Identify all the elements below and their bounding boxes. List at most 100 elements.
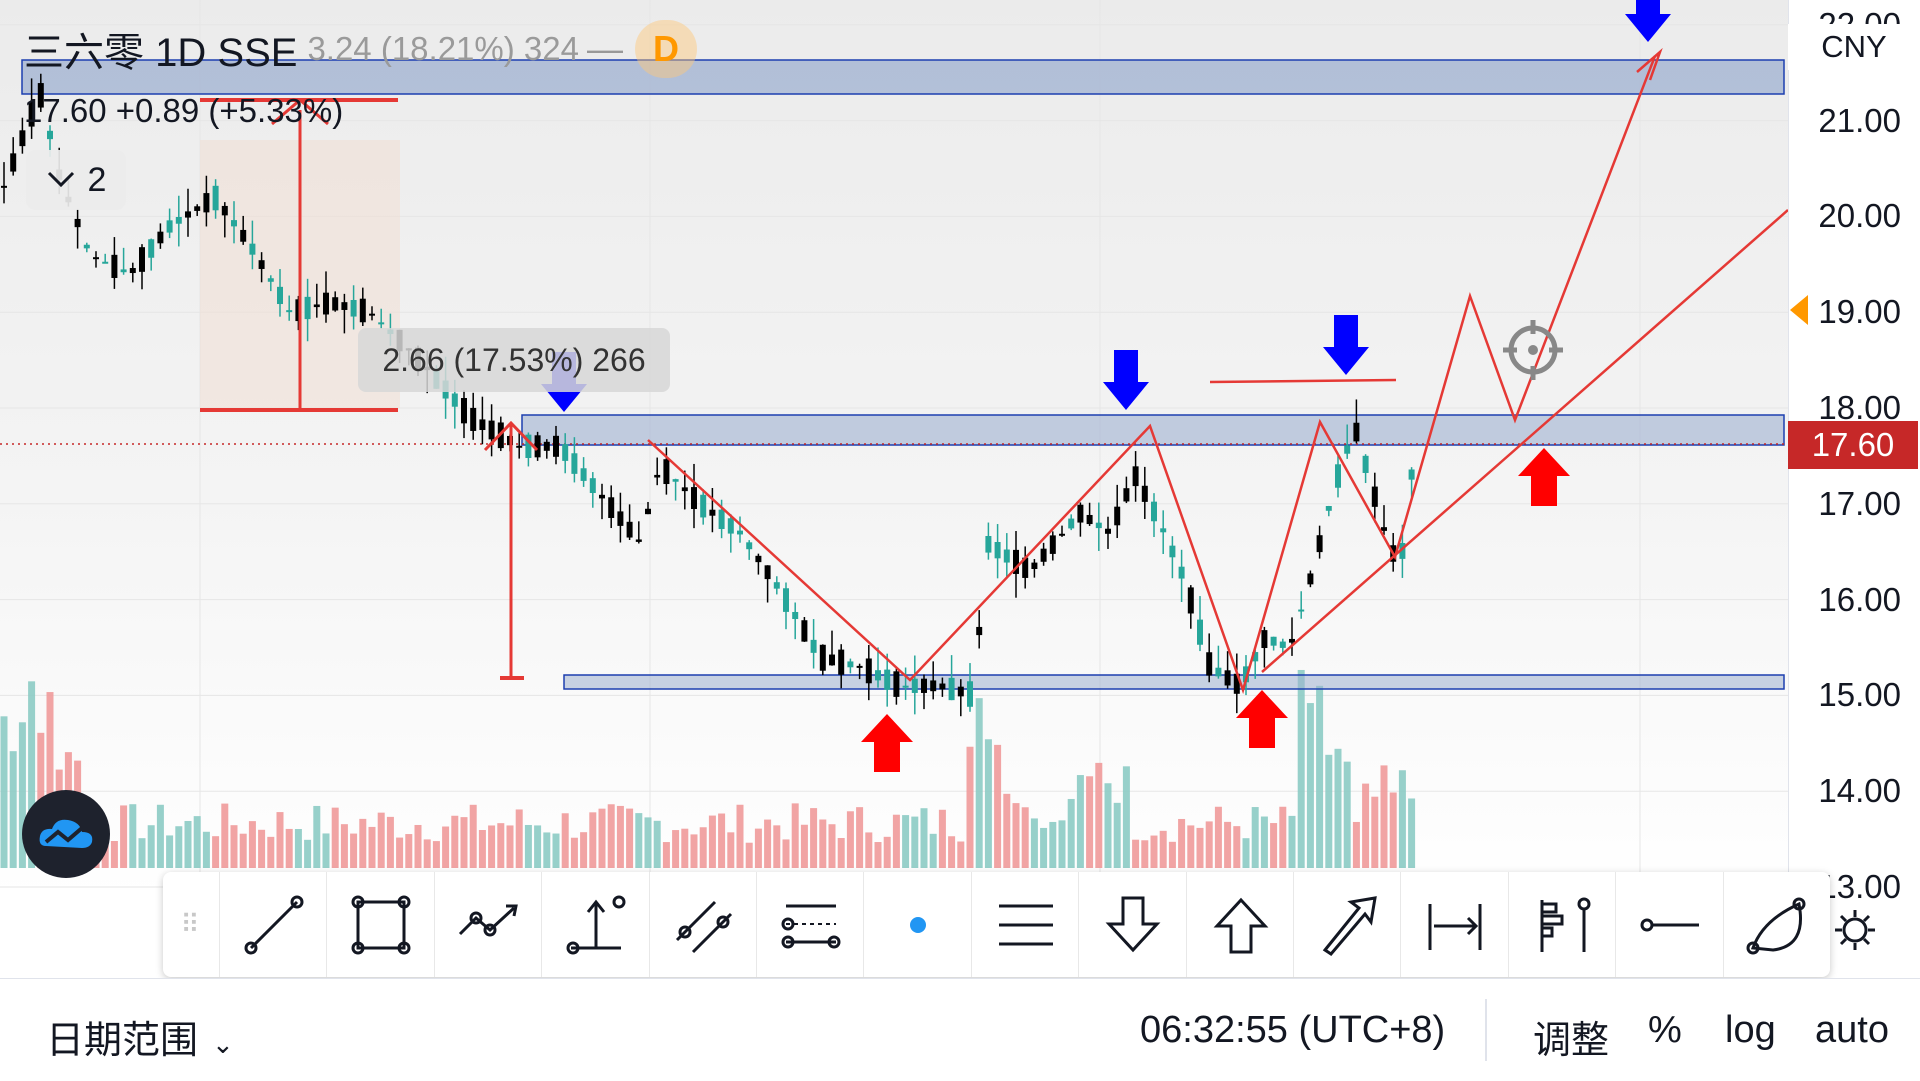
candle-body (976, 626, 983, 636)
data-status-badge[interactable]: D (634, 20, 697, 78)
currency-label[interactable]: CNY (1788, 24, 1920, 70)
candle (1003, 533, 1010, 577)
toolbar-drag-handle[interactable]: ⠿ (180, 909, 202, 939)
tradingview-logo-button[interactable] (22, 790, 110, 878)
volume-bar (1003, 793, 1011, 868)
volume-bar (552, 833, 560, 868)
candle (645, 501, 651, 515)
price-chart-canvas[interactable] (0, 0, 1788, 898)
chart-area[interactable]: 三六零 1D SSE 3.24 (18.21%) 324 — D 17.60 +… (0, 0, 1788, 898)
volume-bar (966, 746, 974, 868)
candle (792, 602, 799, 640)
volume-bar (1040, 827, 1048, 868)
candle-body (1105, 528, 1111, 534)
volume-bar (488, 825, 496, 868)
candle-body (258, 260, 265, 269)
clock[interactable]: 06:32:55 (UTC+8) (1140, 1009, 1446, 1051)
dot-tool[interactable] (863, 872, 972, 977)
candle (589, 472, 596, 508)
horizontal-lines-tool[interactable] (970, 872, 1080, 977)
settings-button[interactable] (1830, 905, 1880, 955)
candle (829, 630, 835, 666)
date-range-button[interactable]: 日期范围 ⌄ (46, 1009, 234, 1064)
arrow-down-tool[interactable] (1078, 872, 1187, 977)
candle-body (249, 243, 256, 255)
zigzag-path (647, 55, 1657, 695)
adjust-button[interactable]: 调整 (1533, 1020, 1610, 1062)
candle-body (28, 101, 35, 127)
log-scale-button[interactable]: log (1725, 1009, 1776, 1051)
candle (295, 295, 302, 331)
arrow-icon (1322, 895, 1377, 956)
candle-body (1022, 557, 1029, 578)
volume-bar (202, 831, 210, 868)
candle-body (865, 658, 872, 684)
volume-bar (718, 813, 726, 868)
candle (194, 204, 201, 216)
volume-bar (1306, 703, 1314, 868)
candle-body (1408, 469, 1415, 480)
candle-body (957, 686, 964, 697)
candle-body (810, 639, 817, 653)
date-range-label: 日期范围 (46, 1020, 199, 1062)
date-range-tool[interactable] (1400, 872, 1509, 977)
volume-bar (598, 808, 606, 868)
volume-bar (313, 805, 321, 868)
candle (313, 283, 320, 318)
fib-retracement-tool[interactable] (756, 872, 865, 977)
volume-bar (451, 815, 459, 868)
arrow-tool[interactable] (1293, 872, 1402, 977)
candle (1298, 591, 1305, 619)
candle (304, 278, 311, 342)
volume-bar (1224, 821, 1232, 868)
volume-bar (1270, 823, 1278, 868)
candle-body (1316, 535, 1323, 553)
candle-body (19, 130, 26, 147)
drawing-toolbar: ⠿ (163, 872, 1830, 977)
price-tick-label: 21.00 (1818, 101, 1901, 139)
candle-body (1197, 619, 1203, 645)
percent-scale-button[interactable]: % (1648, 1009, 1682, 1051)
support-resistance-zones (0, 59, 1788, 690)
candle (221, 202, 228, 238)
candle (120, 247, 127, 275)
parallel-channel-tool[interactable] (648, 872, 758, 977)
candle (773, 576, 780, 595)
rectangle-tool[interactable] (326, 872, 435, 977)
candle-body (1353, 422, 1360, 442)
trend-line-tool[interactable] (219, 872, 328, 977)
candle-body (1068, 518, 1075, 529)
volume-bar (1049, 821, 1057, 868)
candle (332, 291, 339, 312)
horizontal-lines-icon (998, 904, 1053, 945)
candle (1215, 645, 1222, 679)
candle-body (111, 254, 118, 278)
candle-body (369, 313, 375, 316)
volume-bar (304, 839, 312, 868)
curve-tool[interactable] (1722, 872, 1832, 977)
auto-scale-button[interactable]: auto (1815, 1009, 1889, 1051)
candle (111, 237, 118, 289)
indicators-collapse-button[interactable]: 2 (26, 150, 126, 210)
price-range-tool[interactable] (541, 872, 650, 977)
measure-overlay-text: 3.24 (18.21%) 324 (307, 30, 579, 67)
volume-bar (819, 819, 827, 868)
sell-signal-arrow (1103, 350, 1149, 410)
horizontal-ray-tool[interactable] (1615, 872, 1724, 977)
volume-bar (782, 839, 790, 868)
candle (1022, 546, 1029, 589)
candle (976, 610, 983, 649)
candle-body (1362, 455, 1369, 473)
arrow-up-tool[interactable] (1185, 872, 1295, 977)
candle (1353, 399, 1360, 444)
curve-icon (1746, 897, 1806, 954)
candle (562, 433, 569, 474)
candle-body (166, 220, 173, 233)
alert-marker-icon[interactable] (1790, 295, 1808, 325)
path-tool[interactable] (433, 872, 543, 977)
symbol-name[interactable]: 三六零 1D SSE (24, 31, 298, 75)
anchored-vwap-icon (1540, 897, 1591, 952)
anchored-vwap-tool[interactable] (1507, 872, 1617, 977)
volume-bar (846, 811, 854, 868)
candle-body (608, 497, 615, 518)
